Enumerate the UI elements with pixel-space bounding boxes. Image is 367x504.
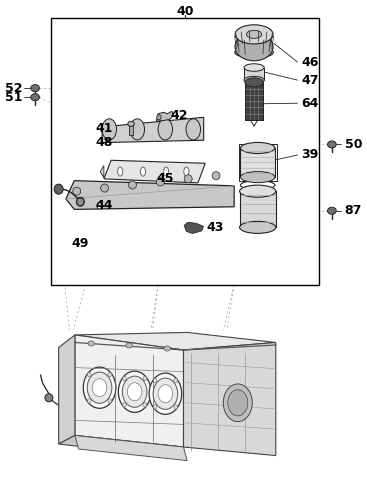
Ellipse shape xyxy=(186,119,200,140)
Polygon shape xyxy=(184,343,276,456)
Text: 52: 52 xyxy=(5,82,22,95)
Ellipse shape xyxy=(240,221,276,233)
Text: 44: 44 xyxy=(95,199,113,212)
Ellipse shape xyxy=(240,143,275,154)
Ellipse shape xyxy=(158,385,172,403)
Ellipse shape xyxy=(149,373,182,414)
Ellipse shape xyxy=(240,180,275,190)
Ellipse shape xyxy=(123,403,126,407)
Ellipse shape xyxy=(76,197,84,206)
Text: 51: 51 xyxy=(5,91,22,104)
Ellipse shape xyxy=(87,372,112,403)
Ellipse shape xyxy=(83,367,116,408)
Ellipse shape xyxy=(228,390,248,416)
Ellipse shape xyxy=(223,384,252,422)
Ellipse shape xyxy=(143,376,147,381)
Polygon shape xyxy=(59,435,184,456)
Ellipse shape xyxy=(143,403,147,407)
Ellipse shape xyxy=(240,171,275,182)
Ellipse shape xyxy=(164,167,169,176)
Ellipse shape xyxy=(212,172,220,180)
Bar xyxy=(244,68,264,80)
Text: 40: 40 xyxy=(177,5,194,18)
Ellipse shape xyxy=(54,184,63,194)
Ellipse shape xyxy=(327,207,336,214)
Polygon shape xyxy=(156,111,173,121)
Ellipse shape xyxy=(174,405,178,409)
Ellipse shape xyxy=(247,30,262,38)
Ellipse shape xyxy=(128,181,137,189)
Ellipse shape xyxy=(245,78,263,87)
Ellipse shape xyxy=(157,115,161,120)
Ellipse shape xyxy=(244,64,264,71)
Text: 64: 64 xyxy=(301,97,319,110)
Ellipse shape xyxy=(31,94,40,101)
Text: 39: 39 xyxy=(301,149,318,161)
Text: 42: 42 xyxy=(171,109,188,122)
Ellipse shape xyxy=(158,119,172,140)
Ellipse shape xyxy=(235,47,273,58)
Bar xyxy=(129,124,133,135)
Polygon shape xyxy=(66,180,234,209)
Bar xyxy=(245,82,263,120)
Ellipse shape xyxy=(156,178,164,186)
Ellipse shape xyxy=(88,341,94,346)
Bar xyxy=(240,191,276,227)
Ellipse shape xyxy=(141,167,145,176)
Bar xyxy=(239,144,277,181)
Ellipse shape xyxy=(153,405,157,409)
Polygon shape xyxy=(59,335,75,444)
Text: 50: 50 xyxy=(345,138,362,151)
Ellipse shape xyxy=(235,25,273,44)
Text: 43: 43 xyxy=(206,221,223,234)
Ellipse shape xyxy=(153,379,157,383)
Bar xyxy=(51,18,319,285)
Text: 46: 46 xyxy=(301,55,319,69)
Ellipse shape xyxy=(153,378,178,409)
Text: 41: 41 xyxy=(95,122,113,135)
Polygon shape xyxy=(100,165,104,177)
Ellipse shape xyxy=(235,33,273,61)
Bar xyxy=(240,148,275,177)
Ellipse shape xyxy=(327,141,336,148)
Ellipse shape xyxy=(128,121,134,127)
Ellipse shape xyxy=(108,399,112,403)
Ellipse shape xyxy=(174,379,178,383)
Ellipse shape xyxy=(45,394,53,402)
Ellipse shape xyxy=(118,167,123,176)
Ellipse shape xyxy=(73,187,81,195)
Ellipse shape xyxy=(108,372,112,377)
Ellipse shape xyxy=(122,376,147,407)
Ellipse shape xyxy=(123,376,126,381)
Polygon shape xyxy=(75,333,276,350)
Polygon shape xyxy=(75,335,184,447)
Ellipse shape xyxy=(92,379,107,397)
Text: 48: 48 xyxy=(95,136,113,149)
Ellipse shape xyxy=(184,175,192,183)
Text: 47: 47 xyxy=(301,74,319,87)
Ellipse shape xyxy=(127,383,142,401)
Polygon shape xyxy=(104,160,205,183)
Ellipse shape xyxy=(87,399,91,403)
Polygon shape xyxy=(184,222,203,233)
Ellipse shape xyxy=(87,372,91,377)
Ellipse shape xyxy=(184,167,189,176)
Text: 45: 45 xyxy=(156,172,174,185)
Ellipse shape xyxy=(101,184,109,192)
Ellipse shape xyxy=(119,371,151,412)
Polygon shape xyxy=(75,435,187,461)
Ellipse shape xyxy=(126,343,132,348)
Text: 49: 49 xyxy=(71,237,89,250)
Ellipse shape xyxy=(244,76,264,84)
Ellipse shape xyxy=(130,119,145,140)
Ellipse shape xyxy=(102,119,117,140)
Ellipse shape xyxy=(164,346,171,351)
Ellipse shape xyxy=(97,203,102,209)
Polygon shape xyxy=(102,117,204,143)
Text: 87: 87 xyxy=(345,204,362,217)
Ellipse shape xyxy=(240,185,276,197)
Ellipse shape xyxy=(31,85,40,92)
